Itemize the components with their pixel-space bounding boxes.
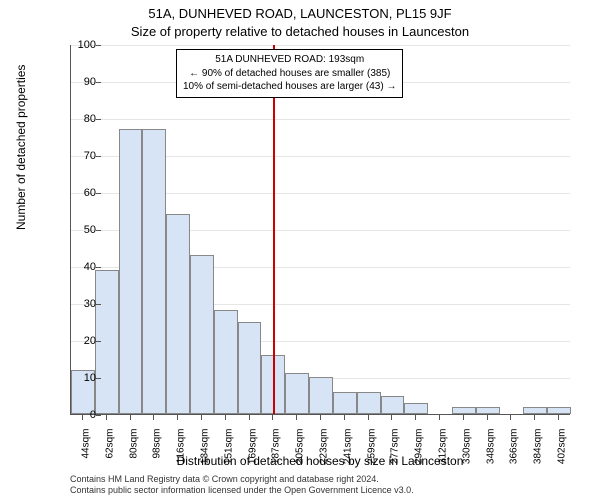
y-tick-mark xyxy=(96,378,101,379)
property-info-box: 51A DUNHEVED ROAD: 193sqm← 90% of detach… xyxy=(176,49,403,98)
page-title-line2: Size of property relative to detached ho… xyxy=(0,24,600,39)
y-tick-label: 20 xyxy=(46,335,96,347)
y-tick-mark xyxy=(96,156,101,157)
histogram-bar xyxy=(238,322,262,415)
grid-line xyxy=(71,45,570,46)
x-tick-mark xyxy=(201,415,202,420)
x-tick-label: 294sqm xyxy=(414,429,425,473)
histogram-bar xyxy=(119,129,143,414)
y-tick-mark xyxy=(96,119,101,120)
y-tick-label: 40 xyxy=(46,261,96,273)
y-tick-mark xyxy=(96,304,101,305)
x-tick-label: 187sqm xyxy=(271,429,282,473)
x-tick-label: 402sqm xyxy=(557,429,568,473)
x-tick-mark xyxy=(558,415,559,420)
histogram-bar xyxy=(547,407,571,414)
x-tick-label: 312sqm xyxy=(438,429,449,473)
x-tick-label: 259sqm xyxy=(366,429,377,473)
x-tick-label: 223sqm xyxy=(319,429,330,473)
x-tick-label: 80sqm xyxy=(128,429,139,473)
x-tick-mark xyxy=(320,415,321,420)
x-tick-mark xyxy=(153,415,154,420)
x-tick-label: 241sqm xyxy=(342,429,353,473)
footer-attribution: Contains HM Land Registry data © Crown c… xyxy=(70,474,570,497)
histogram-bar xyxy=(404,403,428,414)
x-tick-mark xyxy=(249,415,250,420)
histogram-bar xyxy=(476,407,500,414)
info-box-line3: 10% of semi-detached houses are larger (… xyxy=(183,80,396,94)
histogram-bar xyxy=(142,129,166,414)
histogram-bar xyxy=(333,392,357,414)
x-tick-mark xyxy=(177,415,178,420)
histogram-bar xyxy=(190,255,214,414)
x-tick-label: 366sqm xyxy=(509,429,520,473)
footer-line2: Contains public sector information licen… xyxy=(70,485,570,496)
x-tick-mark xyxy=(487,415,488,420)
info-box-line1: 51A DUNHEVED ROAD: 193sqm xyxy=(183,53,396,67)
histogram-bar xyxy=(309,377,333,414)
x-tick-mark xyxy=(82,415,83,420)
histogram-bar xyxy=(452,407,476,414)
histogram-bar xyxy=(214,310,238,414)
histogram-bar xyxy=(166,214,190,414)
y-tick-label: 0 xyxy=(46,409,96,421)
x-tick-label: 98sqm xyxy=(152,429,163,473)
x-tick-label: 330sqm xyxy=(461,429,472,473)
x-tick-mark xyxy=(368,415,369,420)
y-tick-mark xyxy=(96,267,101,268)
histogram-bar xyxy=(523,407,547,414)
y-tick-mark xyxy=(96,415,101,416)
histogram-plot: 51A DUNHEVED ROAD: 193sqm← 90% of detach… xyxy=(70,45,570,415)
y-tick-mark xyxy=(96,341,101,342)
y-tick-label: 90 xyxy=(46,76,96,88)
x-tick-label: 348sqm xyxy=(485,429,496,473)
footer-line1: Contains HM Land Registry data © Crown c… xyxy=(70,474,570,485)
x-tick-mark xyxy=(272,415,273,420)
x-tick-mark xyxy=(415,415,416,420)
y-tick-label: 50 xyxy=(46,224,96,236)
y-tick-mark xyxy=(96,82,101,83)
y-tick-label: 60 xyxy=(46,187,96,199)
x-tick-label: 384sqm xyxy=(533,429,544,473)
histogram-bar xyxy=(357,392,381,414)
x-tick-label: 277sqm xyxy=(390,429,401,473)
x-tick-label: 116sqm xyxy=(176,429,187,473)
grid-line xyxy=(71,119,570,120)
y-axis-label: Number of detached properties xyxy=(14,65,28,230)
x-tick-label: 151sqm xyxy=(223,429,234,473)
property-marker-line xyxy=(273,45,275,414)
y-tick-label: 100 xyxy=(46,39,96,51)
x-tick-mark xyxy=(344,415,345,420)
x-tick-mark xyxy=(391,415,392,420)
x-tick-label: 205sqm xyxy=(295,429,306,473)
x-tick-mark xyxy=(439,415,440,420)
histogram-bar xyxy=(381,396,405,415)
info-box-line2: ← 90% of detached houses are smaller (38… xyxy=(183,67,396,81)
x-tick-label: 62sqm xyxy=(104,429,115,473)
x-tick-mark xyxy=(510,415,511,420)
y-tick-mark xyxy=(96,193,101,194)
y-tick-label: 80 xyxy=(46,113,96,125)
x-tick-label: 44sqm xyxy=(80,429,91,473)
y-tick-mark xyxy=(96,45,101,46)
page-title-line1: 51A, DUNHEVED ROAD, LAUNCESTON, PL15 9JF xyxy=(0,6,600,21)
y-tick-label: 70 xyxy=(46,150,96,162)
x-tick-mark xyxy=(534,415,535,420)
x-tick-label: 169sqm xyxy=(247,429,258,473)
x-tick-mark xyxy=(463,415,464,420)
x-tick-mark xyxy=(225,415,226,420)
x-tick-mark xyxy=(130,415,131,420)
x-tick-mark xyxy=(296,415,297,420)
y-tick-label: 30 xyxy=(46,298,96,310)
histogram-bar xyxy=(285,373,309,414)
x-tick-label: 134sqm xyxy=(199,429,210,473)
y-tick-mark xyxy=(96,230,101,231)
x-tick-mark xyxy=(106,415,107,420)
y-tick-label: 10 xyxy=(46,372,96,384)
